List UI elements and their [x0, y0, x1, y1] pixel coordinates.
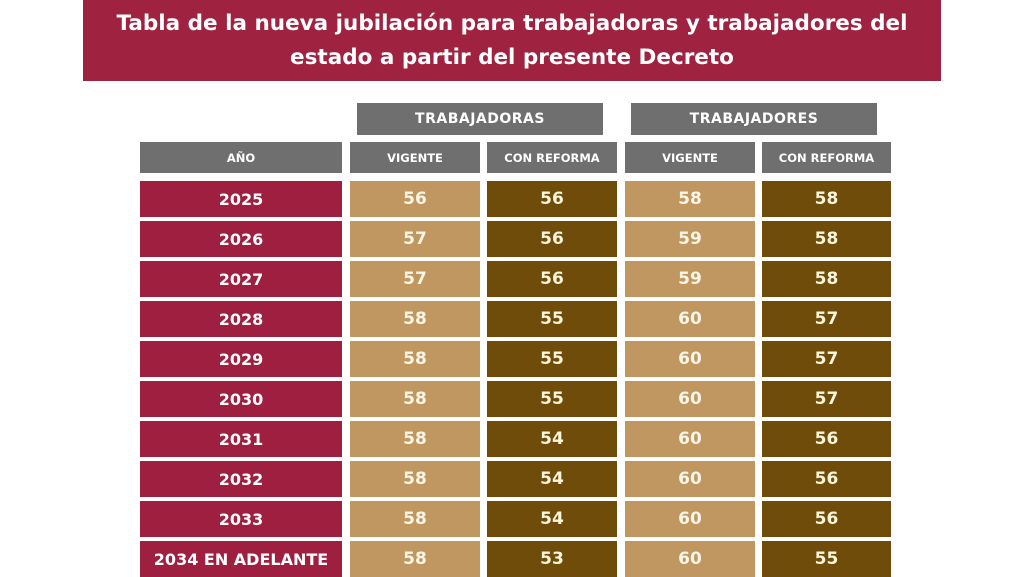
- title-line-1: Tabla de la nueva jubilación para trabaj…: [116, 10, 908, 36]
- cell-men-reform: 55: [762, 541, 891, 577]
- cell-men-current: 60: [625, 541, 755, 577]
- cell-men-reform: 57: [762, 341, 891, 377]
- cell-women-reform: 54: [487, 501, 617, 537]
- cell-men-reform: 58: [762, 221, 891, 257]
- title-banner: Tabla de la nueva jubilación para trabaj…: [83, 0, 941, 81]
- cell-women-reform: 56: [487, 181, 617, 217]
- cell-women-reform: 56: [487, 261, 617, 297]
- cell-men-current: 60: [625, 381, 755, 417]
- cell-men-reform: 56: [762, 501, 891, 537]
- cell-women-current: 58: [350, 381, 480, 417]
- cell-men-current: 59: [625, 221, 755, 257]
- cell-year: 2027: [140, 261, 342, 297]
- group-header-women: TRABAJADORAS: [357, 103, 603, 135]
- cell-women-reform: 54: [487, 461, 617, 497]
- cell-men-current: 60: [625, 341, 755, 377]
- cell-year: 2030: [140, 381, 342, 417]
- cell-women-reform: 56: [487, 221, 617, 257]
- cell-men-reform: 58: [762, 181, 891, 217]
- cell-men-current: 60: [625, 421, 755, 457]
- cell-women-reform: 53: [487, 541, 617, 577]
- group-header-men: TRABAJADORES: [631, 103, 877, 135]
- cell-year: 2034 EN ADELANTE: [140, 541, 342, 577]
- column-header-women-current: VIGENTE: [350, 142, 480, 173]
- cell-men-reform: 57: [762, 301, 891, 337]
- cell-women-current: 58: [350, 421, 480, 457]
- cell-women-current: 56: [350, 181, 480, 217]
- cell-year: 2028: [140, 301, 342, 337]
- cell-women-current: 58: [350, 501, 480, 537]
- cell-year: 2026: [140, 221, 342, 257]
- column-header-men-current: VIGENTE: [625, 142, 755, 173]
- cell-men-reform: 56: [762, 421, 891, 457]
- cell-women-current: 58: [350, 341, 480, 377]
- cell-year: 2032: [140, 461, 342, 497]
- cell-men-reform: 56: [762, 461, 891, 497]
- column-header-women-reform: CON REFORMA: [487, 142, 617, 173]
- cell-men-current: 58: [625, 181, 755, 217]
- cell-women-reform: 55: [487, 381, 617, 417]
- cell-year: 2031: [140, 421, 342, 457]
- cell-women-reform: 54: [487, 421, 617, 457]
- cell-women-current: 57: [350, 261, 480, 297]
- cell-men-current: 60: [625, 461, 755, 497]
- column-header-men-reform: CON REFORMA: [762, 142, 891, 173]
- cell-year: 2025: [140, 181, 342, 217]
- cell-women-reform: 55: [487, 341, 617, 377]
- cell-men-reform: 57: [762, 381, 891, 417]
- cell-men-reform: 58: [762, 261, 891, 297]
- cell-men-current: 59: [625, 261, 755, 297]
- cell-women-reform: 55: [487, 301, 617, 337]
- cell-women-current: 57: [350, 221, 480, 257]
- cell-men-current: 60: [625, 301, 755, 337]
- cell-year: 2029: [140, 341, 342, 377]
- cell-women-current: 58: [350, 461, 480, 497]
- cell-women-current: 58: [350, 541, 480, 577]
- title-line-2: estado a partir del presente Decreto: [290, 44, 734, 70]
- cell-women-current: 58: [350, 301, 480, 337]
- column-header-year: AÑO: [140, 142, 342, 173]
- cell-year: 2033: [140, 501, 342, 537]
- cell-men-current: 60: [625, 501, 755, 537]
